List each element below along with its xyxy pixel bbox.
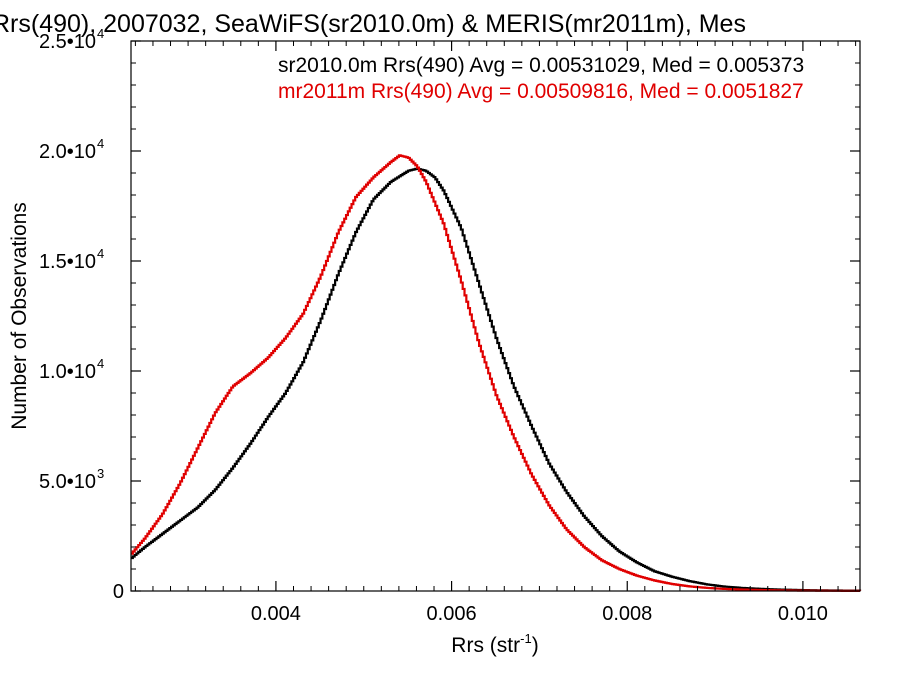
y-tick-label: 0: [113, 581, 124, 603]
y-tick-mantissa: 2.5•10: [39, 31, 96, 53]
y-tick-exponent: 4: [97, 26, 104, 41]
x-axis-label: Rrs (str-1): [451, 631, 538, 657]
x-axis-label-exponent: -1: [520, 631, 532, 646]
x-tick-label: 0.008: [602, 603, 652, 625]
x-axis-label-main: Rrs (str: [451, 634, 520, 657]
y-tick-label: 1.5•10: [39, 251, 96, 273]
y-tick-mantissa: 1.5•10: [39, 251, 96, 273]
y-tick-label: 1.0•10: [39, 361, 96, 383]
x-tick-label: 0.010: [778, 603, 828, 625]
y-tick-exponent: 4: [97, 246, 104, 261]
y-tick-mantissa: 0: [113, 581, 124, 603]
x-axis-label-tail: ): [532, 634, 539, 657]
y-tick-label: 5.0•10: [39, 471, 96, 493]
plot-frame: [130, 40, 861, 592]
chart-title: Rrs(490), 2007032, SeaWiFS(sr2010.0m) & …: [0, 10, 746, 38]
y-tick-exponent: 4: [97, 136, 104, 151]
y-tick-label: 2.0•10: [39, 141, 96, 163]
y-tick-mantissa: 5.0•10: [39, 471, 96, 493]
series-layer: [131, 154, 862, 592]
y-tick-exponent: 4: [97, 356, 104, 371]
y-tick-exponent: 3: [97, 466, 104, 481]
x-tick-label: 0.004: [251, 603, 301, 625]
y-tick-mantissa: 2.0•10: [39, 141, 96, 163]
x-tick-label: 0.006: [427, 603, 477, 625]
series-line-0: [131, 167, 862, 592]
series-line-1: [131, 154, 862, 592]
y-tick-label: 2.5•10: [39, 31, 96, 53]
y-axis-label: Number of Observations: [8, 202, 31, 430]
legend-entry-sr2010: sr2010.0m Rrs(490) Avg = 0.00531029, Med…: [278, 54, 804, 77]
legend-entry-mr2011: mr2011m Rrs(490) Avg = 0.00509816, Med =…: [278, 80, 804, 103]
y-tick-mantissa: 1.0•10: [39, 361, 96, 383]
